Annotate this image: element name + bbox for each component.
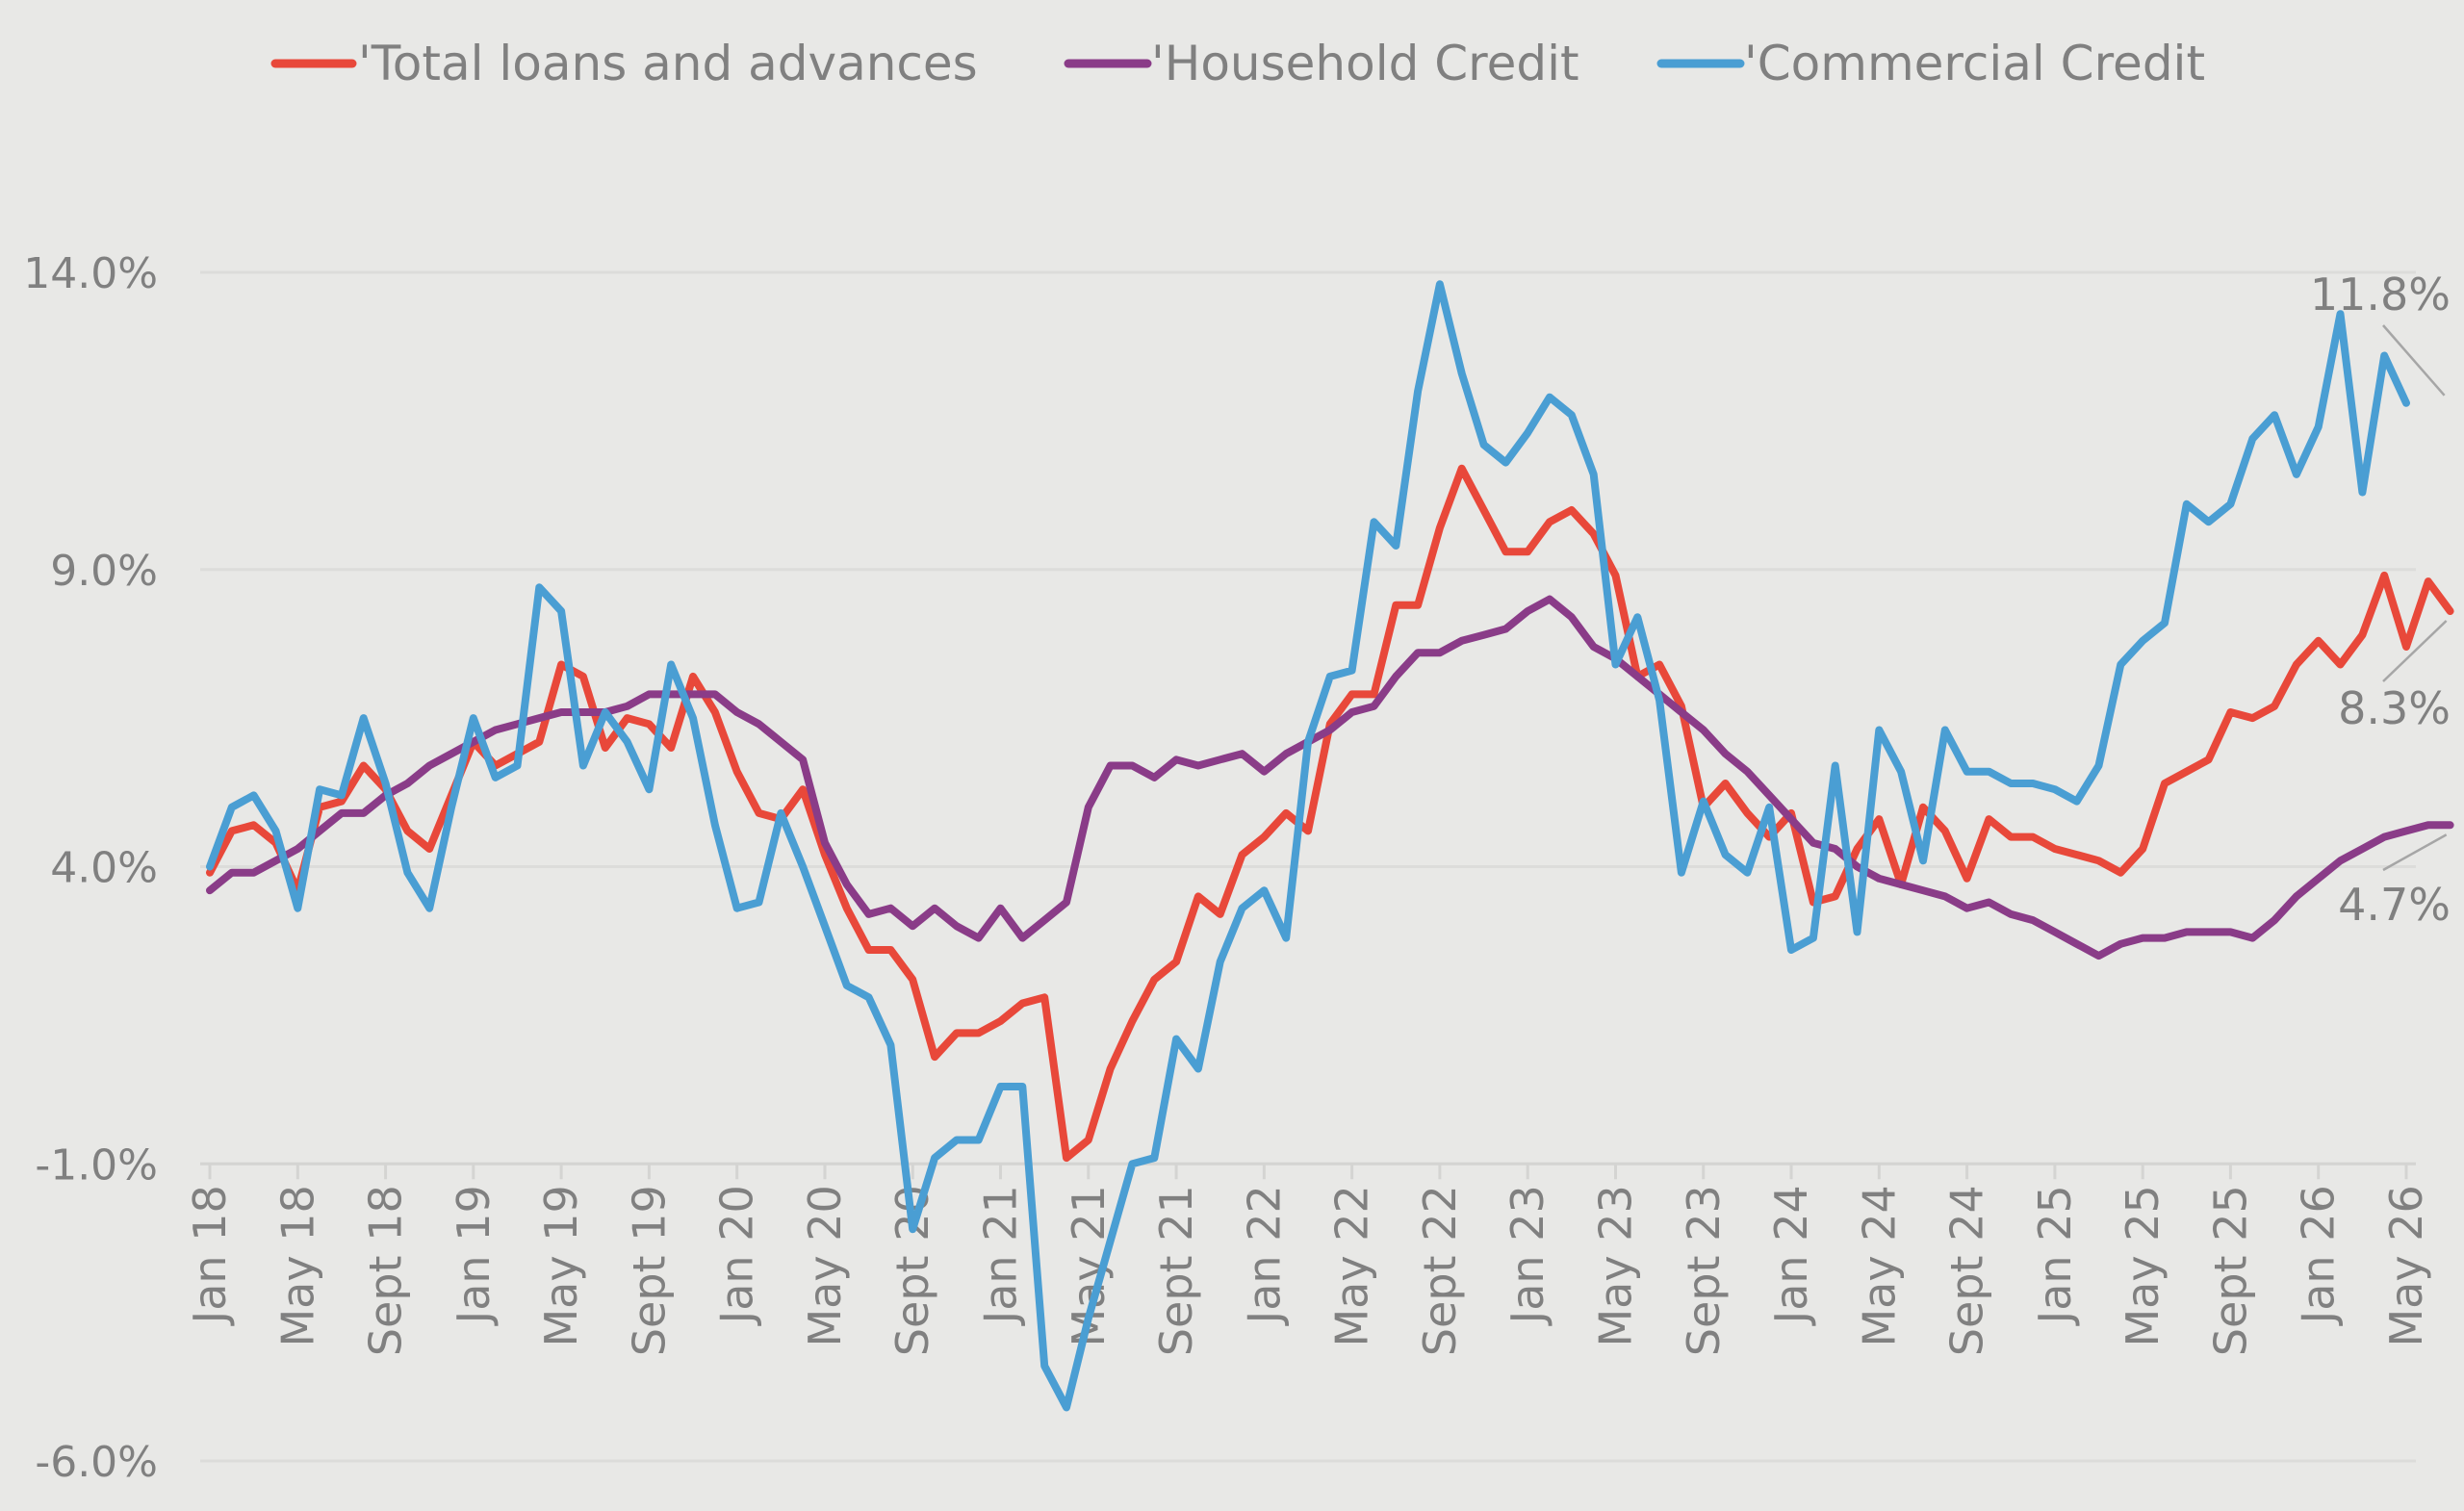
- x-axis-ticks: Jan 18 May 18 Sept 18 Jan 19 May 19 Sept 19 Ja…: [184, 1164, 2432, 1356]
- x-tick-label: May 20: [799, 1185, 851, 1346]
- x-tick-label: Sept 25: [2204, 1185, 2256, 1356]
- y-tick-label: 9.0%: [50, 547, 158, 596]
- x-tick-label: Sept 24: [1941, 1185, 1993, 1356]
- x-tick-label: Jan 22: [1238, 1185, 1290, 1326]
- legend-item-commercial[interactable]: 'Commercial Credit: [1656, 36, 2205, 91]
- x-tick-label: Jan 18: [184, 1185, 236, 1326]
- series-line-household: [206, 595, 2454, 960]
- x-tick-label: Sept 19: [623, 1185, 675, 1356]
- legend-label-total: 'Total loans and advances: [358, 36, 978, 91]
- end-label-commercial: 11.8%: [2310, 269, 2451, 320]
- legend-item-total[interactable]: 'Total loans and advances: [270, 36, 978, 91]
- x-tick-label: May 23: [1589, 1185, 1641, 1346]
- x-tick-label: Jan 23: [1502, 1185, 1553, 1326]
- x-tick-label: May 19: [535, 1185, 587, 1346]
- y-tick-label: -6.0%: [35, 1438, 158, 1487]
- end-label-total: 8.3%: [2338, 682, 2451, 734]
- x-tick-label: May 24: [1853, 1185, 1905, 1346]
- y-tick-label: 4.0%: [50, 844, 158, 893]
- x-tick-label: Sept 18: [360, 1185, 412, 1356]
- x-tick-label: Sept 23: [1678, 1185, 1730, 1356]
- legend-label-commercial: 'Commercial Credit: [1744, 36, 2205, 91]
- x-tick-label: Sept 22: [1414, 1185, 1466, 1356]
- x-tick-label: May 25: [2117, 1185, 2169, 1346]
- legend-item-household[interactable]: 'Household Credit: [1064, 36, 1579, 91]
- legend-label-household: 'Household Credit: [1151, 36, 1579, 91]
- end-label-household: 4.7%: [2338, 879, 2451, 931]
- x-tick-label: Jan 20: [711, 1185, 763, 1326]
- x-tick-label: Jan 24: [1765, 1185, 1817, 1326]
- x-tick-label: Jan 21: [975, 1185, 1027, 1326]
- series-lines: [206, 280, 2454, 1412]
- leader-line-commercial: [2382, 324, 2446, 397]
- x-tick-label: May 26: [2380, 1185, 2432, 1346]
- x-tick-label: Jan 19: [448, 1185, 500, 1326]
- x-tick-label: May 18: [271, 1185, 323, 1346]
- x-tick-label: Jan 25: [2029, 1185, 2081, 1326]
- series-line-total: [206, 464, 2454, 1163]
- end-labels: 11.8% 8.3% 4.7%: [2310, 269, 2451, 931]
- series-line-commercial: [206, 280, 2410, 1412]
- leader-line-total: [2382, 620, 2448, 682]
- leader-line-household: [2382, 833, 2448, 872]
- y-tick-label: 14.0%: [23, 249, 158, 298]
- y-tick-label: -1.0%: [35, 1140, 158, 1190]
- x-tick-label: Sept 21: [1150, 1185, 1202, 1356]
- x-tick-label: May 22: [1326, 1185, 1378, 1346]
- y-axis-ticks: 14.0% 9.0% 4.0% -1.0% -6.0%: [23, 249, 158, 1487]
- x-tick-label: Jan 26: [2293, 1185, 2345, 1326]
- legend: 'Total loans and advances 'Household Cre…: [270, 36, 2205, 91]
